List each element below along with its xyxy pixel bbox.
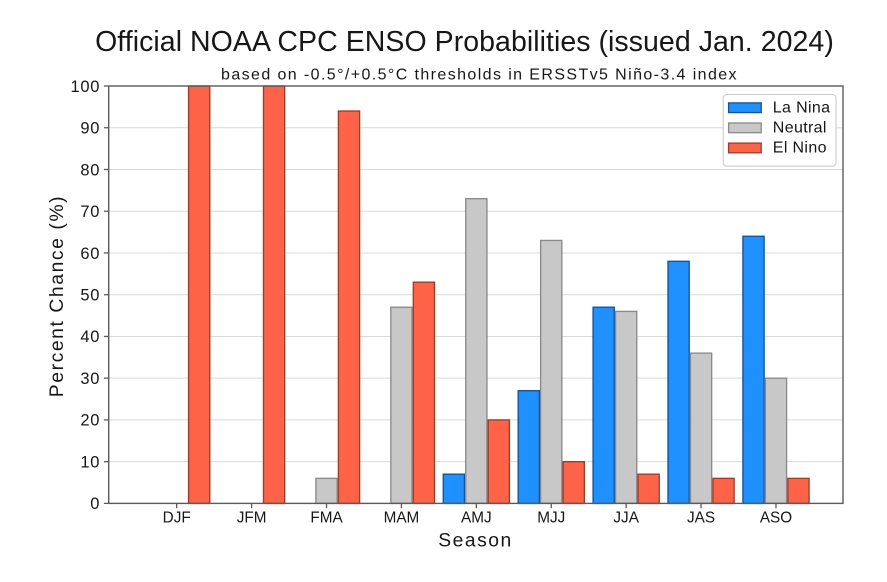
svg-text:JJA: JJA	[613, 510, 639, 527]
svg-text:90: 90	[80, 120, 100, 138]
svg-text:50: 50	[80, 287, 100, 305]
svg-text:MJJ: MJJ	[537, 510, 565, 527]
svg-text:60: 60	[80, 245, 100, 263]
svg-text:MAM: MAM	[384, 510, 420, 527]
svg-text:20: 20	[80, 412, 100, 430]
svg-text:JFM: JFM	[237, 510, 267, 527]
svg-text:Season: Season	[438, 531, 512, 552]
svg-text:DJF: DJF	[163, 510, 191, 527]
svg-text:Official NOAA CPC ENSO Probabi: Official NOAA CPC ENSO Probabilities (is…	[95, 26, 834, 58]
svg-text:10: 10	[80, 453, 100, 471]
svg-text:La Nina: La Nina	[773, 100, 831, 117]
svg-text:AMJ: AMJ	[461, 510, 492, 527]
svg-text:Neutral: Neutral	[773, 120, 827, 137]
svg-text:based on -0.5°/+0.5°C threshol: based on -0.5°/+0.5°C thresholds in ERSS…	[221, 66, 738, 83]
svg-text:FMA: FMA	[310, 510, 343, 527]
svg-text:ASO: ASO	[760, 510, 792, 527]
svg-text:0: 0	[90, 495, 100, 513]
svg-text:Percent Chance (%): Percent Chance (%)	[47, 195, 68, 397]
svg-text:40: 40	[80, 328, 100, 346]
svg-text:80: 80	[80, 161, 100, 179]
svg-text:70: 70	[80, 203, 100, 221]
svg-text:100: 100	[71, 78, 101, 96]
svg-text:30: 30	[80, 370, 100, 388]
svg-text:El Nino: El Nino	[773, 140, 827, 157]
svg-text:JAS: JAS	[687, 510, 715, 527]
